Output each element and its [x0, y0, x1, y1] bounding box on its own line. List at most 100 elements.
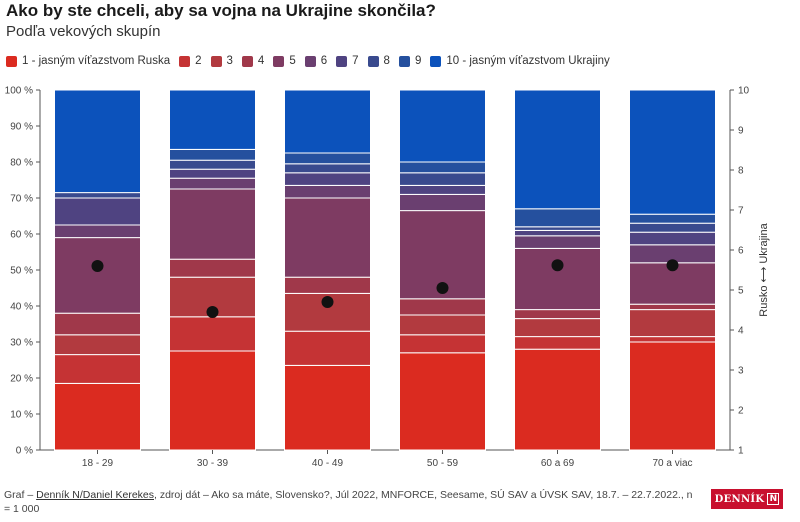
bar-segment[interactable]: [514, 309, 601, 320]
legend-label-3: 3: [226, 55, 233, 67]
bar-segment[interactable]: [54, 382, 141, 451]
bar-segment[interactable]: [629, 213, 716, 224]
bar-segment[interactable]: [514, 336, 601, 350]
bar-segment[interactable]: [629, 231, 716, 246]
y-right-tick-label: 6: [738, 246, 744, 257]
bar-segment[interactable]: [629, 303, 716, 311]
bar-segment[interactable]: [169, 168, 256, 179]
bar-segment[interactable]: [399, 298, 486, 316]
y-left-tick-label: 80 %: [10, 158, 33, 169]
bar-segment[interactable]: [514, 235, 601, 249]
bar-segment[interactable]: [399, 314, 486, 336]
bar-segment[interactable]: [629, 89, 716, 215]
stacked-bar-chart: 0 % 10 % 20 % 30 % 40 % 50 % 60 % 70 % 80 % 90 % 1…: [5, 86, 770, 470]
legend-label-10: 10 - jasným víťazstvom Ukrajiny: [446, 55, 610, 67]
bar-segment[interactable]: [399, 184, 486, 195]
bar-segment[interactable]: [169, 188, 256, 260]
bar-segment[interactable]: [514, 247, 601, 311]
bar-segment[interactable]: [169, 350, 256, 451]
legend-item-8[interactable]: 8: [367, 55, 390, 67]
average-dot[interactable]: [551, 259, 564, 272]
legend-item-6[interactable]: 6: [304, 55, 328, 67]
legend-item-3[interactable]: 3: [210, 55, 233, 67]
bar-segment[interactable]: [284, 89, 371, 154]
bar-segment[interactable]: [514, 208, 601, 228]
y-left-tick-label: 60 %: [10, 230, 33, 241]
logo-text: DENNÍK: [714, 493, 765, 505]
legend-item-2[interactable]: 2: [179, 55, 202, 67]
bar-segment[interactable]: [629, 341, 716, 451]
bar-segment[interactable]: [399, 89, 486, 163]
bar-segment[interactable]: [514, 229, 601, 237]
x-tick-label: 50 - 59: [427, 458, 459, 469]
y-left-tick-label: 10 %: [10, 410, 33, 421]
bar-segment[interactable]: [629, 222, 716, 233]
average-dot[interactable]: [666, 259, 679, 272]
legend-item-9[interactable]: 9: [398, 55, 421, 67]
bar-segment[interactable]: [284, 364, 371, 451]
bar-segment[interactable]: [54, 237, 141, 314]
x-tick-label: 70 a viac: [652, 458, 692, 469]
bar-segment[interactable]: [54, 334, 141, 356]
bar-segment[interactable]: [54, 354, 141, 384]
average-dot[interactable]: [206, 306, 219, 318]
bar-segment[interactable]: [284, 172, 371, 186]
legend-item-4[interactable]: 4: [241, 55, 265, 67]
y-left-tick-label: 0 %: [16, 446, 33, 457]
bar-segment[interactable]: [399, 334, 486, 354]
bar-segment[interactable]: [169, 89, 256, 150]
bar-segment[interactable]: [54, 224, 141, 239]
bar-segment[interactable]: [284, 184, 371, 199]
legend-label-5: 5: [289, 55, 296, 67]
y-right-tick-label: 1: [738, 446, 744, 457]
bar-segment[interactable]: [629, 309, 716, 338]
bar-segment[interactable]: [284, 276, 371, 294]
y-left-tick-label: 70 %: [10, 194, 33, 205]
average-dot[interactable]: [436, 282, 449, 294]
bar-segment[interactable]: [514, 348, 601, 451]
bar-segment[interactable]: [54, 192, 141, 199]
bar-segment[interactable]: [399, 193, 486, 212]
legend-item-7[interactable]: 7: [336, 55, 359, 67]
bar-segment[interactable]: [399, 352, 486, 451]
bar-segment[interactable]: [284, 163, 371, 174]
bar-segment[interactable]: [54, 197, 141, 226]
bar-segment[interactable]: [169, 148, 256, 161]
bar-segment[interactable]: [169, 316, 256, 352]
bar-segment[interactable]: [284, 330, 371, 366]
bar-segment[interactable]: [169, 177, 256, 190]
bar-segment[interactable]: [54, 89, 141, 194]
chart-footer: Graf – Denník N/Daniel Kerekes, zdroj dá…: [4, 488, 694, 516]
x-tick-label: 30 - 39: [197, 458, 229, 469]
footer-credit-link[interactable]: Denník N/Daniel Kerekes: [36, 489, 154, 501]
legend-label-2: 2: [195, 55, 202, 67]
legend-swatch-10: [430, 55, 442, 67]
bar-segment[interactable]: [399, 172, 486, 186]
legend-item-10[interactable]: 10 - jasným víťazstvom Ukrajiny: [430, 55, 610, 67]
legend-label-4: 4: [257, 55, 265, 67]
average-dot[interactable]: [91, 260, 104, 272]
y-right-tick-label: 10: [738, 86, 750, 97]
bar-segment[interactable]: [169, 258, 256, 278]
x-tick-label: 60 a 69: [541, 458, 575, 469]
legend-swatch-7: [336, 55, 348, 67]
footer-prefix: Graf –: [4, 489, 37, 501]
bar-segment[interactable]: [399, 161, 486, 174]
bar-segment[interactable]: [284, 152, 371, 165]
bar-segment[interactable]: [629, 336, 716, 343]
bar-segment[interactable]: [514, 318, 601, 338]
dennik-n-logo[interactable]: DENNÍK N: [711, 489, 783, 509]
y-right-tick-label: 8: [738, 166, 744, 177]
legend-item-1[interactable]: 1 - jasným víťazstvom Ruska: [6, 55, 170, 67]
bar-segment[interactable]: [514, 89, 601, 210]
bar-segment[interactable]: [54, 312, 141, 336]
bar-segment[interactable]: [514, 226, 601, 231]
y-right-tick-label: 7: [738, 206, 744, 217]
legend-item-5[interactable]: 5: [273, 55, 296, 67]
average-dot[interactable]: [321, 296, 334, 308]
legend-label-6: 6: [320, 55, 328, 67]
legend-swatch-2: [179, 55, 191, 67]
bar-segment[interactable]: [169, 159, 256, 170]
bar-segment[interactable]: [284, 197, 371, 278]
y-left-tick-label: 40 %: [10, 302, 33, 313]
